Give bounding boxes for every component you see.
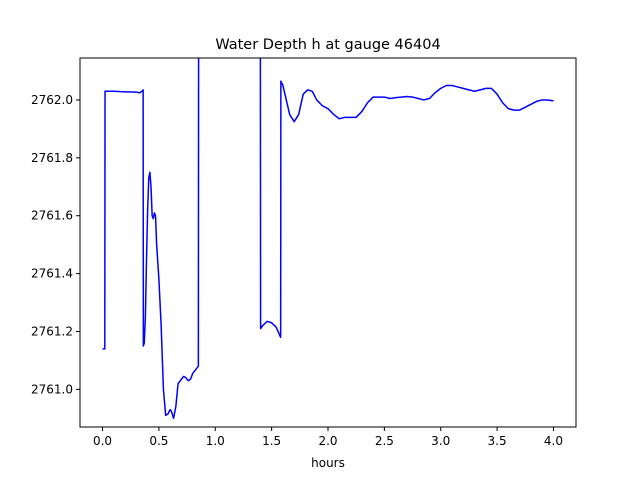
- x-tick-label: 0.0: [93, 434, 112, 448]
- x-tick-label: 0.5: [149, 434, 168, 448]
- y-axis: 2761.0 2761.2 2761.4 2761.6 2761.8 2762.0: [31, 93, 80, 396]
- x-tick-label: 3.5: [488, 434, 507, 448]
- x-axis: 0.0 0.5 1.0 1.5 2.0 2.5 3.0 3.5 4.0: [93, 427, 563, 448]
- series-layer: [102, 58, 554, 420]
- y-tick-label: 2761.2: [31, 324, 73, 338]
- x-axis-label: hours: [311, 456, 345, 470]
- y-tick-label: 2761.0: [31, 382, 73, 396]
- x-tick-label: 3.0: [431, 434, 450, 448]
- x-tick-label: 1.5: [262, 434, 281, 448]
- y-tick-label: 2761.8: [31, 151, 73, 165]
- x-tick-label: 2.5: [375, 434, 394, 448]
- y-tick-label: 2761.6: [31, 209, 73, 223]
- x-tick-label: 2.0: [318, 434, 337, 448]
- y-tick-label: 2762.0: [31, 93, 73, 107]
- y-tick-label: 2761.4: [31, 267, 73, 281]
- series-line-0: [102, 58, 554, 420]
- chart-title: Water Depth h at gauge 46404: [215, 37, 440, 53]
- x-tick-label: 1.0: [206, 434, 225, 448]
- x-tick-label: 4.0: [544, 434, 563, 448]
